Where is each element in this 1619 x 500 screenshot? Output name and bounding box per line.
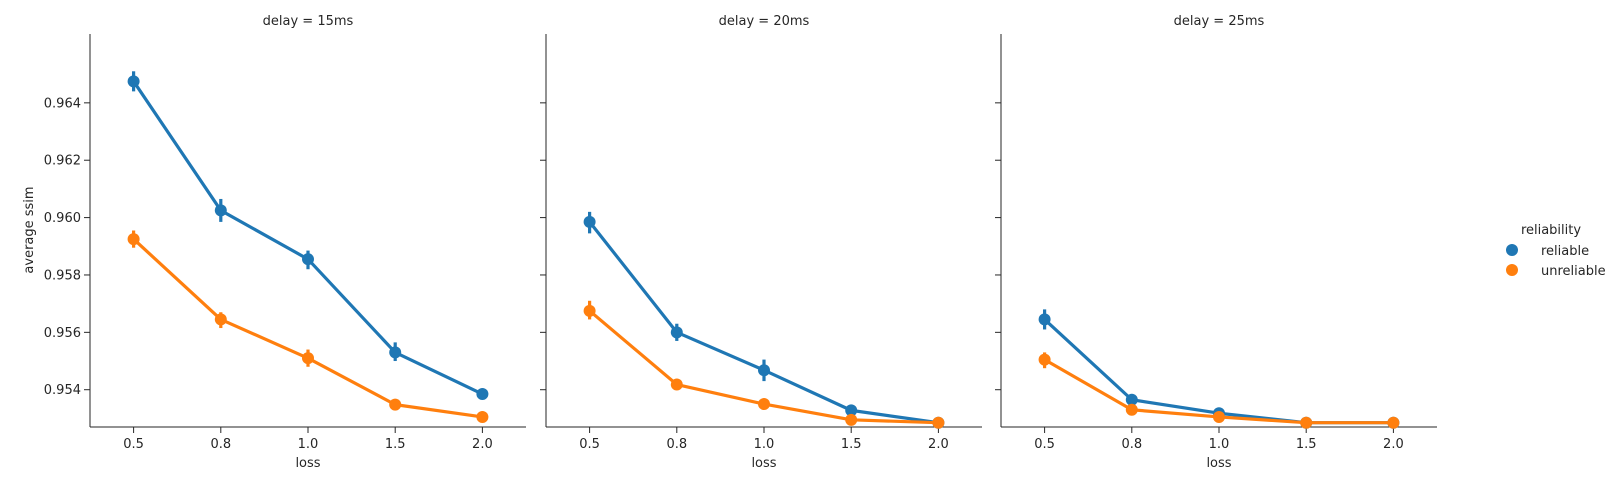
data-point [758,364,770,377]
data-point [127,233,140,246]
series-reliable [127,71,489,401]
y-tick-label: 0.954 [44,383,81,398]
legend-entry-unreliable: unreliable [1541,264,1606,279]
data-point [1300,416,1313,429]
data-point [389,398,402,411]
x-tick-label: 1.0 [754,437,775,452]
series-line [1043,318,1394,425]
x-tick-label: 1.5 [1296,437,1317,452]
x-axis-label: loss [1206,456,1231,471]
x-axis-label: loss [751,456,776,471]
y-tick-label: 0.962 [44,154,81,169]
data-point [670,378,683,391]
series-unreliable [1038,352,1400,429]
panel-1: delay = 20ms 0.5 0.8 1.0 1.5 2.0 loss [540,14,982,471]
series-unreliable [127,230,489,423]
data-point [845,404,858,417]
data-point [1038,353,1051,366]
x-tick-label: 0.8 [210,437,231,452]
legend: reliability reliable unreliable [1506,223,1606,279]
x-tick-label: 1.0 [1209,437,1230,452]
x-tick-label: 2.0 [1383,437,1404,452]
data-point [1125,393,1138,406]
data-point [1125,403,1138,416]
legend-marker-reliable [1506,244,1518,256]
data-point [758,398,770,411]
data-point [670,326,683,339]
panels: delay = 15ms 0.954 0.956 0.958 0.960 0.962 0.9… [44,14,1437,471]
x-tick-label: 0.8 [666,437,687,452]
series-unreliable [583,300,945,429]
series-reliable [1038,309,1400,429]
data-point [845,413,858,426]
x-tick-label: 2.0 [472,437,493,452]
x-tick-label: 0.5 [123,437,144,452]
x-tick-label: 0.5 [579,437,600,452]
x-tick-label: 0.5 [1034,437,1055,452]
x-tick-label: 1.5 [841,437,862,452]
data-point [1387,416,1400,429]
panel-0: delay = 15ms 0.954 0.956 0.958 0.960 0.962 0.9… [44,14,526,471]
panel-title: delay = 15ms [263,14,354,29]
panel-title: delay = 25ms [1174,14,1265,29]
y-tick-label: 0.958 [44,268,81,283]
x-tick-label: 1.5 [385,437,406,452]
data-point [583,215,596,228]
data-point [214,313,227,326]
data-point [932,416,945,429]
data-point [1213,410,1225,423]
legend-marker-unreliable [1506,264,1518,276]
legend-entry-reliable: reliable [1541,244,1589,259]
data-point [476,410,489,423]
data-point [214,204,227,217]
data-point [127,75,140,88]
x-axis-label: loss [295,456,320,471]
series-line [132,80,484,396]
panel-2: delay = 25ms 0.5 0.8 1.0 1.5 2.0 loss [995,14,1437,471]
data-point [476,388,489,401]
data-point [389,346,402,359]
y-tick-label: 0.964 [44,96,81,111]
legend-title: reliability [1521,223,1581,238]
series-line [588,220,939,425]
x-tick-label: 1.0 [298,437,319,452]
x-tick-label: 0.8 [1121,437,1142,452]
panel-title: delay = 20ms [719,14,810,29]
data-point [302,253,314,266]
x-tick-label: 2.0 [928,437,949,452]
y-tick-label: 0.960 [44,211,81,226]
series-reliable [583,211,945,429]
y-axis-label: average ssim [22,186,37,273]
data-point [583,304,596,317]
data-point [1038,313,1051,326]
data-point [302,352,314,365]
y-tick-label: 0.956 [44,326,81,341]
